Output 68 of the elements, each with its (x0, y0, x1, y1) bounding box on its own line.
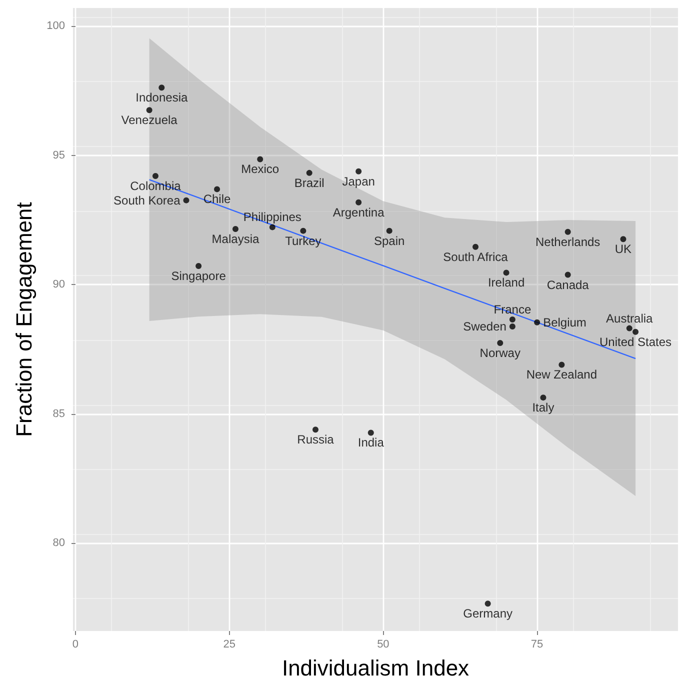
data-label: Chile (203, 192, 232, 206)
data-label: Australia (606, 311, 654, 326)
point (503, 270, 510, 276)
data-label: Turkey (285, 234, 322, 248)
point (158, 84, 165, 91)
y-tick-label: 100 (46, 20, 65, 32)
point (558, 362, 565, 368)
point (368, 430, 374, 436)
point (540, 394, 546, 401)
point (232, 226, 238, 232)
point (306, 170, 312, 176)
data-label: UK (614, 242, 632, 256)
point (509, 323, 516, 330)
point (356, 199, 362, 206)
point (564, 272, 571, 278)
data-label: Argentina (332, 205, 385, 220)
data-label: Canada (546, 278, 590, 292)
data-label: Spain (374, 234, 405, 248)
point (632, 328, 639, 335)
data-label: India (358, 436, 384, 450)
data-label: Brazil (294, 176, 324, 190)
point (534, 319, 540, 326)
point (386, 228, 392, 234)
point (509, 316, 516, 322)
point (257, 156, 264, 162)
y-tick-label: 85 (52, 408, 65, 420)
data-label: Ireland (488, 276, 525, 290)
data-label: Mexico (241, 162, 280, 176)
point (626, 325, 632, 332)
data-label: Malaysia (212, 232, 260, 246)
data-label: Indonesia (136, 90, 188, 105)
point (183, 197, 190, 204)
data-label: Japan (342, 174, 375, 188)
data-label: United States (600, 334, 672, 349)
point (356, 168, 362, 174)
y-axis-title: Fraction of Engagement (12, 202, 36, 437)
y-tick-label: 95 (52, 149, 65, 162)
y-tick-label: 80 (52, 537, 65, 550)
point (620, 236, 626, 242)
data-label: Norway (480, 346, 520, 360)
point (484, 600, 491, 607)
y-tick-label: 90 (52, 278, 65, 291)
x-axis-title: Individualism Index (282, 656, 470, 680)
point (312, 426, 318, 433)
data-label: Italy (532, 400, 554, 415)
point (300, 228, 306, 234)
data-label: Venezuela (121, 113, 178, 128)
data-label: Germany (463, 606, 512, 621)
x-tick-label: 25 (223, 638, 236, 650)
x-tick-label: 50 (377, 638, 390, 650)
data-label: South Africa (443, 250, 508, 264)
point (146, 107, 152, 114)
data-label: Singapore (171, 268, 226, 283)
point (497, 340, 504, 346)
point (196, 262, 202, 269)
data-label: Netherlands (535, 234, 600, 249)
point (269, 224, 276, 230)
data-label: Sweden (463, 319, 506, 334)
point (214, 186, 220, 192)
data-label: South Korea (114, 193, 181, 208)
x-tick-label: 0 (72, 638, 79, 650)
data-label: Belgium (543, 315, 586, 330)
point (472, 244, 479, 250)
data-label: New Zealand (526, 368, 598, 382)
point (564, 228, 571, 235)
data-label: Russia (297, 432, 334, 447)
x-tick-label: 75 (530, 638, 544, 650)
point (152, 173, 158, 180)
